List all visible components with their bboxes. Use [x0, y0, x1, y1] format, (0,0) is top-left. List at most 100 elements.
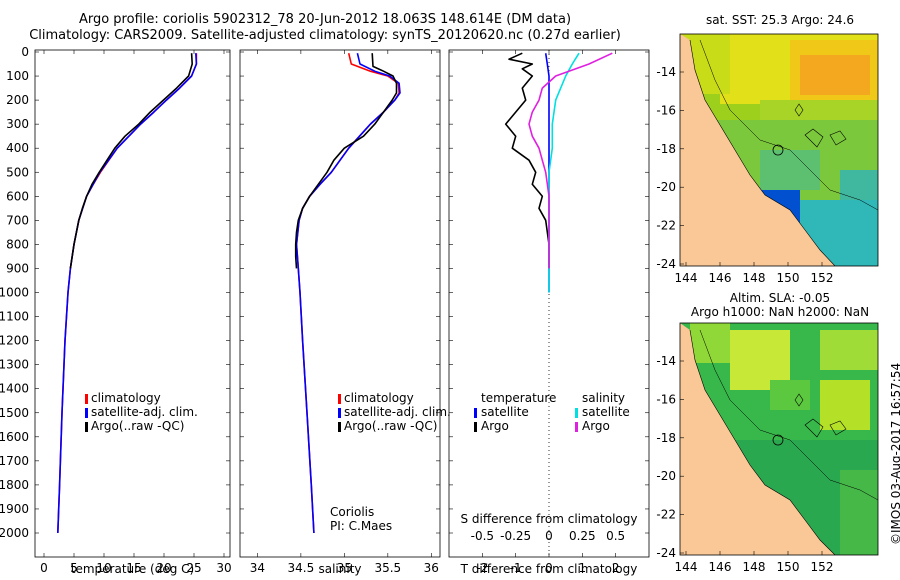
- map0-xtick-label-3: 150: [777, 271, 800, 285]
- xtick-label-0-6: 30: [216, 561, 231, 575]
- sdiff-tick-label-1: -0.25: [500, 529, 531, 543]
- series-difference-from-climatology-2: [548, 52, 580, 293]
- xtick-label-0-3: 15: [126, 561, 141, 575]
- map0-xtick-label-2: 148: [743, 271, 766, 285]
- map0-ytick-label-4: -22: [656, 219, 676, 233]
- sal-legend-swatch-climatology: [338, 394, 341, 404]
- temp-legend-satellite: satellite-adj. clim.: [91, 405, 198, 419]
- diff-legend-temp-argo: Argo: [481, 419, 509, 433]
- xtick-label-2-3: 1: [579, 561, 587, 575]
- depth-tick-label-1500: 1500: [0, 406, 29, 420]
- map1-ytick-label-1: -16: [656, 392, 676, 406]
- map1-xtick-label-2: 148: [743, 560, 766, 574]
- sla-argo-position-marker: [772, 434, 784, 446]
- depth-tick-label-1600: 1600: [0, 430, 29, 444]
- diff-legend-sal-argo: Argo: [582, 419, 610, 433]
- diff-legend-temperature-head: temperature: [481, 391, 557, 405]
- sst-map: [680, 34, 878, 266]
- depth-tick-label-1100: 1100: [0, 310, 29, 324]
- depth-tick-label-900: 900: [6, 261, 29, 275]
- xtick-label-1-0: 34: [250, 561, 265, 575]
- depth-tick-label-600: 600: [6, 189, 29, 203]
- depth-tick-label-200: 200: [6, 93, 29, 107]
- map0-ytick-label-1: -16: [656, 103, 676, 117]
- map0-xtick-label-4: 152: [811, 271, 834, 285]
- diff-legend-salinity-head: salinity: [582, 391, 626, 405]
- xtick-label-1-3: 35.5: [374, 561, 401, 575]
- series-difference-from-climatology-1: [504, 52, 550, 269]
- sal-legend-satellite: satellite-adj. clim.: [344, 405, 451, 419]
- map1-xtick-label-1: 146: [709, 560, 732, 574]
- sla-map-title: Altim. SLA: -0.05: [729, 291, 831, 305]
- map1-ytick-label-0: -14: [656, 354, 676, 368]
- series-temperature-profile-2: [69, 53, 193, 269]
- map0-xtick-label-0: 144: [675, 271, 698, 285]
- map0-ytick-label-3: -20: [656, 180, 676, 194]
- map1-ytick-label-2: -18: [656, 431, 676, 445]
- xtick-label-0-1: 5: [70, 561, 78, 575]
- sdiff-tick-label-4: 0.5: [606, 529, 625, 543]
- xtick-label-2-4: 2: [612, 561, 620, 575]
- series-temperature-profile-0: [57, 53, 198, 534]
- map0-ytick-label-0: -14: [656, 65, 676, 79]
- map1-xtick-label-0: 144: [675, 560, 698, 574]
- map0-xtick-label-1: 146: [709, 271, 732, 285]
- series-difference-from-climatology-3: [528, 52, 613, 269]
- diff-legend-temp-satellite: satellite: [481, 405, 529, 419]
- xtick-label-2-0: -2: [476, 561, 488, 575]
- map1-ytick-label-5: -24: [656, 546, 676, 560]
- map0-ytick-label-5: -24: [656, 257, 676, 271]
- pi-label: PI: C.Maes: [330, 519, 393, 533]
- sal-legend-climatology: climatology: [344, 391, 414, 405]
- xtick-label-0-5: 25: [186, 561, 201, 575]
- diff-legend-swatch-sal-argo: [575, 422, 578, 432]
- depth-tick-label-700: 700: [6, 213, 29, 227]
- series-salinity-profile-2: [294, 53, 398, 269]
- temp-legend-swatch-argo: [85, 422, 88, 432]
- depth-tick-label-1400: 1400: [0, 382, 29, 396]
- diff-legend-swatch-temp-argo: [474, 422, 477, 432]
- xtick-label-1-2: 35: [337, 561, 352, 575]
- depth-tick-label-1200: 1200: [0, 334, 29, 348]
- series-salinity-profile-0: [295, 53, 400, 534]
- depth-tick-label-1800: 1800: [0, 478, 29, 492]
- temp-legend-swatch-satellite: [85, 408, 88, 418]
- sal-legend-swatch-argo: [338, 422, 341, 432]
- sdiff-tick-label-3: 0.25: [569, 529, 596, 543]
- series-salinity-profile-1: [295, 53, 401, 534]
- depth-tick-label-2000: 2000: [0, 526, 29, 540]
- sla-map: [680, 323, 878, 555]
- diff-legend-swatch-temp-sat: [474, 408, 477, 418]
- sdiff-tick-label-2: 0: [545, 529, 553, 543]
- depth-tick-label-0: 0: [21, 45, 29, 59]
- depth-tick-label-1900: 1900: [0, 502, 29, 516]
- map1-xtick-label-3: 150: [777, 560, 800, 574]
- xtick-label-2-2: 0: [545, 561, 553, 575]
- sst-map-title: sat. SST: 25.3 Argo: 24.6: [705, 13, 855, 27]
- xtick-label-1-1: 34.5: [288, 561, 315, 575]
- sal-legend-swatch-satellite: [338, 408, 341, 418]
- sdiff-tick-label-0: -0.5: [471, 529, 494, 543]
- sst-argo-position-marker: [772, 144, 784, 156]
- map1-xtick-label-4: 152: [811, 560, 834, 574]
- depth-tick-label-1300: 1300: [0, 358, 29, 372]
- map1-ytick-label-4: -22: [656, 508, 676, 522]
- salinity-xlabel: salinity: [318, 562, 362, 576]
- xtick-label-0-2: 10: [96, 561, 111, 575]
- series-temperature-profile-1: [57, 53, 198, 534]
- depth-tick-label-400: 400: [6, 141, 29, 155]
- panel-frame-0: [34, 49, 231, 558]
- xtick-label-0-4: 20: [156, 561, 171, 575]
- temperature-xlabel: temperature (deg C): [70, 562, 195, 576]
- temp-legend-argo: Argo(..raw -QC): [91, 419, 185, 433]
- map0-ytick-label-2: -18: [656, 142, 676, 156]
- title-line-2: Climatology: CARS2009. Satellite-adjuste…: [29, 28, 621, 43]
- diff-legend-swatch-sal-sat: [575, 408, 578, 418]
- coriolis-label: Coriolis: [330, 505, 375, 519]
- map1-ytick-label-3: -20: [656, 469, 676, 483]
- tdiff-xlabel: T difference from climatology: [460, 562, 638, 576]
- diff-legend-sal-satellite: satellite: [582, 405, 630, 419]
- depth-tick-label-1000: 1000: [0, 286, 29, 300]
- depth-tick-label-800: 800: [6, 237, 29, 251]
